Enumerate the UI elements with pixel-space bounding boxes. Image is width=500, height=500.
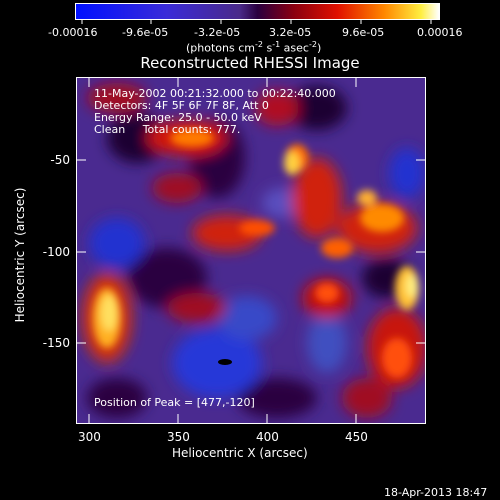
- x-tick-label: 450: [345, 430, 368, 444]
- info-clean-counts: Clean Total counts: 777.: [94, 123, 241, 136]
- colorbar-tick-label: 0.00016: [417, 26, 463, 39]
- info-energy-range: Energy Range: 25.0 - 50.0 keV: [94, 111, 262, 124]
- colorbar-tick-label: -3.2e-05: [194, 26, 241, 39]
- y-tick-label: -100: [42, 245, 70, 259]
- y-tick-label: -50: [50, 153, 70, 167]
- x-axis-label: Heliocentric X (arcsec): [172, 446, 308, 460]
- info-time-range: 11-May-2002 00:21:32.000 to 00:22:40.000: [94, 87, 336, 100]
- colorbar-unit-label: (photons cm-2 s-1 asec-2): [186, 40, 322, 55]
- footer-timestamp: 18-Apr-2013 18:47: [384, 486, 488, 499]
- colorbar-tick-label: 3.2e-05: [269, 26, 312, 39]
- x-tick-label: 350: [167, 430, 190, 444]
- colorbar: [75, 3, 440, 20]
- y-tick-label: -150: [42, 336, 70, 350]
- rhessi-image: [77, 78, 425, 423]
- x-tick-label: 400: [256, 430, 279, 444]
- info-detectors: Detectors: 4F 5F 6F 7F 8F, Att 0: [94, 99, 269, 112]
- plot-title: Reconstructed RHESSI Image: [140, 54, 360, 72]
- colorbar-tick-label: -9.6e-05: [122, 26, 169, 39]
- axis-ticks: [76, 77, 426, 424]
- image-plot: [76, 77, 426, 424]
- colorbar-tick-label: 9.6e-05: [342, 26, 385, 39]
- info-peak-position: Position of Peak = [477,-120]: [94, 396, 255, 409]
- colorbar-tick-label: -0.00016: [48, 26, 98, 39]
- y-axis-label: Heliocentric Y (arcsec): [13, 187, 27, 323]
- colorbar-ticks: [81, 19, 432, 24]
- x-tick-label: 300: [78, 430, 101, 444]
